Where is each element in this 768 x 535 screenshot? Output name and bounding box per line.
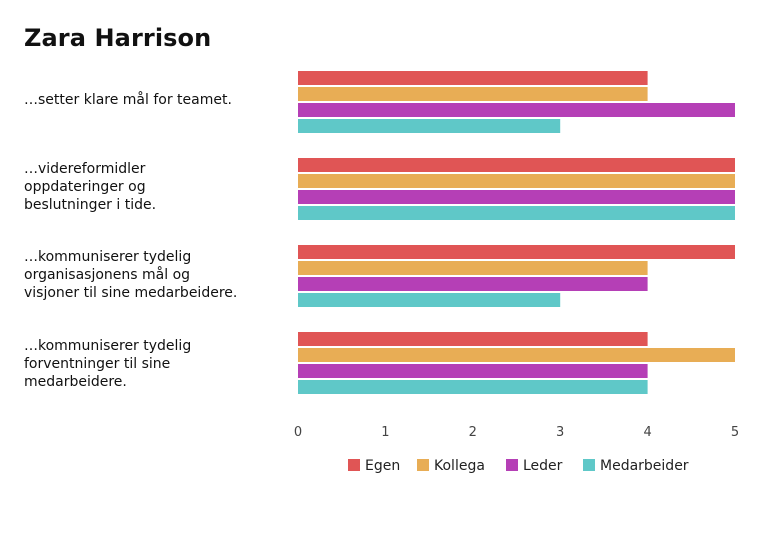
category-label: …kommuniserer tydelig forventninger til …: [24, 338, 192, 390]
bar-leder: [298, 190, 735, 204]
legend-label: Egen: [365, 458, 400, 474]
x-tick-label: 4: [643, 425, 651, 440]
bar-medarbeider: [298, 206, 735, 220]
legend-item-leder: Leder: [506, 458, 563, 474]
legend-swatch: [417, 459, 429, 471]
legend-swatch: [348, 459, 360, 471]
legend-label: Medarbeider: [600, 458, 689, 474]
bar-egen: [298, 245, 735, 259]
legend-label: Kollega: [434, 458, 485, 474]
bar-leder: [298, 277, 648, 291]
x-tick-label: 2: [469, 425, 477, 440]
bar-egen: [298, 71, 648, 85]
legend-label: Leder: [523, 458, 563, 474]
bar-kollega: [298, 87, 648, 101]
x-tick-label: 5: [731, 425, 739, 440]
legend-item-kollega: Kollega: [417, 458, 485, 474]
x-tick-label: 1: [381, 425, 389, 440]
bar-kollega: [298, 348, 735, 362]
bar-kollega: [298, 261, 648, 275]
category-label: …setter klare mål for teamet.: [24, 92, 232, 108]
category-label: …videreformidler oppdateringer og beslut…: [24, 161, 157, 213]
legend-swatch: [583, 459, 595, 471]
bar-leder: [298, 364, 648, 378]
legend-item-medarbeider: Medarbeider: [583, 458, 689, 474]
chart-title: Zara Harrison: [24, 24, 212, 52]
bar-medarbeider: [298, 293, 561, 307]
bar-egen: [298, 158, 735, 172]
legend-swatch: [506, 459, 518, 471]
x-tick-label: 0: [294, 425, 302, 440]
legend-item-egen: Egen: [348, 458, 400, 474]
bar-egen: [298, 332, 648, 346]
bar-leder: [298, 103, 735, 117]
bar-kollega: [298, 174, 735, 188]
x-tick-label: 3: [556, 425, 564, 440]
bar-medarbeider: [298, 380, 648, 394]
bar-medarbeider: [298, 119, 561, 133]
category-label: …kommuniserer tydelig organisasjonens må…: [24, 249, 238, 301]
